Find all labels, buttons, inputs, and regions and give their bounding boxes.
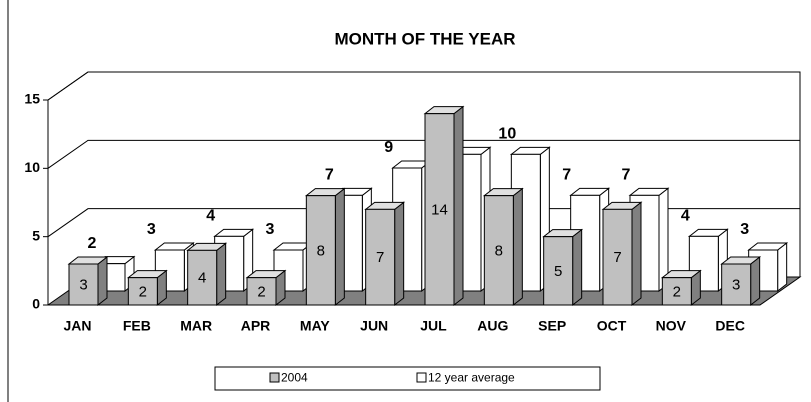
x-tick-label: JUL [420,318,447,334]
y-tick-label: 0 [32,296,40,312]
bar [424,113,455,306]
legend-label: 12 year average [428,371,515,385]
legend-swatch [269,372,280,383]
y-tick-label: 10 [24,159,40,175]
x-tick-label: JUN [360,318,388,334]
data-label: 3 [147,221,156,238]
data-label: 3 [266,221,275,238]
bar-side [453,105,464,307]
x-tick-label: MAY [300,318,330,334]
data-label: 4 [681,208,690,225]
x-tick-label: JAN [63,318,91,334]
y-tick-label: 15 [24,91,40,107]
x-tick-label: APR [241,318,271,334]
data-label: 5 [554,263,562,280]
data-label: 3 [740,221,749,238]
bar [68,263,99,306]
data-label: 9 [384,139,393,156]
x-tick-label: OCT [597,318,627,334]
data-label: 2 [257,283,265,300]
data-label: 7 [376,249,384,266]
data-label: 7 [325,167,334,184]
data-label: 2 [139,283,147,300]
data-label: 2 [673,283,681,300]
data-label: 4 [198,270,206,287]
bar [187,249,218,306]
bar [305,195,336,306]
bar-side [97,255,108,307]
bar-side [334,187,345,307]
bar [721,263,752,306]
data-label: 8 [495,242,503,259]
x-tick-label: NOV [656,318,687,334]
bar-side [394,201,405,307]
x-tick-label: AUG [477,318,508,334]
bar [365,208,396,306]
legend-swatch [416,372,427,383]
data-label: 7 [562,167,571,184]
bar [543,236,574,306]
data-label: 3 [732,276,740,293]
legend [214,366,601,391]
data-label: 4 [206,208,215,225]
grid-line [47,208,800,238]
data-label: 7 [622,167,631,184]
bar [246,277,277,306]
data-label: 8 [317,242,325,259]
bar-side [216,242,227,307]
bar [602,208,633,306]
bar [661,277,692,306]
x-tick-label: DEC [715,318,745,334]
bar-side [512,187,523,307]
data-label: 14 [431,201,448,218]
data-label: 7 [613,249,621,266]
data-label: 3 [79,276,87,293]
x-tick-label: FEB [123,318,151,334]
bar-side [631,201,642,307]
grid-line [47,71,800,101]
grid-line [47,139,800,169]
data-label: 2 [88,235,97,252]
bar [127,277,158,306]
data-label: 10 [498,126,516,143]
y-tick-label: 5 [32,227,40,243]
x-tick-label: SEP [538,318,566,334]
bar-side [777,241,788,293]
x-tick-label: MAR [180,318,212,334]
legend-label: 2004 [281,371,308,385]
bar [483,195,514,306]
bar-side [572,228,583,307]
bar-side [750,255,761,307]
chart-title: MONTH OF THE YEAR [334,29,515,48]
